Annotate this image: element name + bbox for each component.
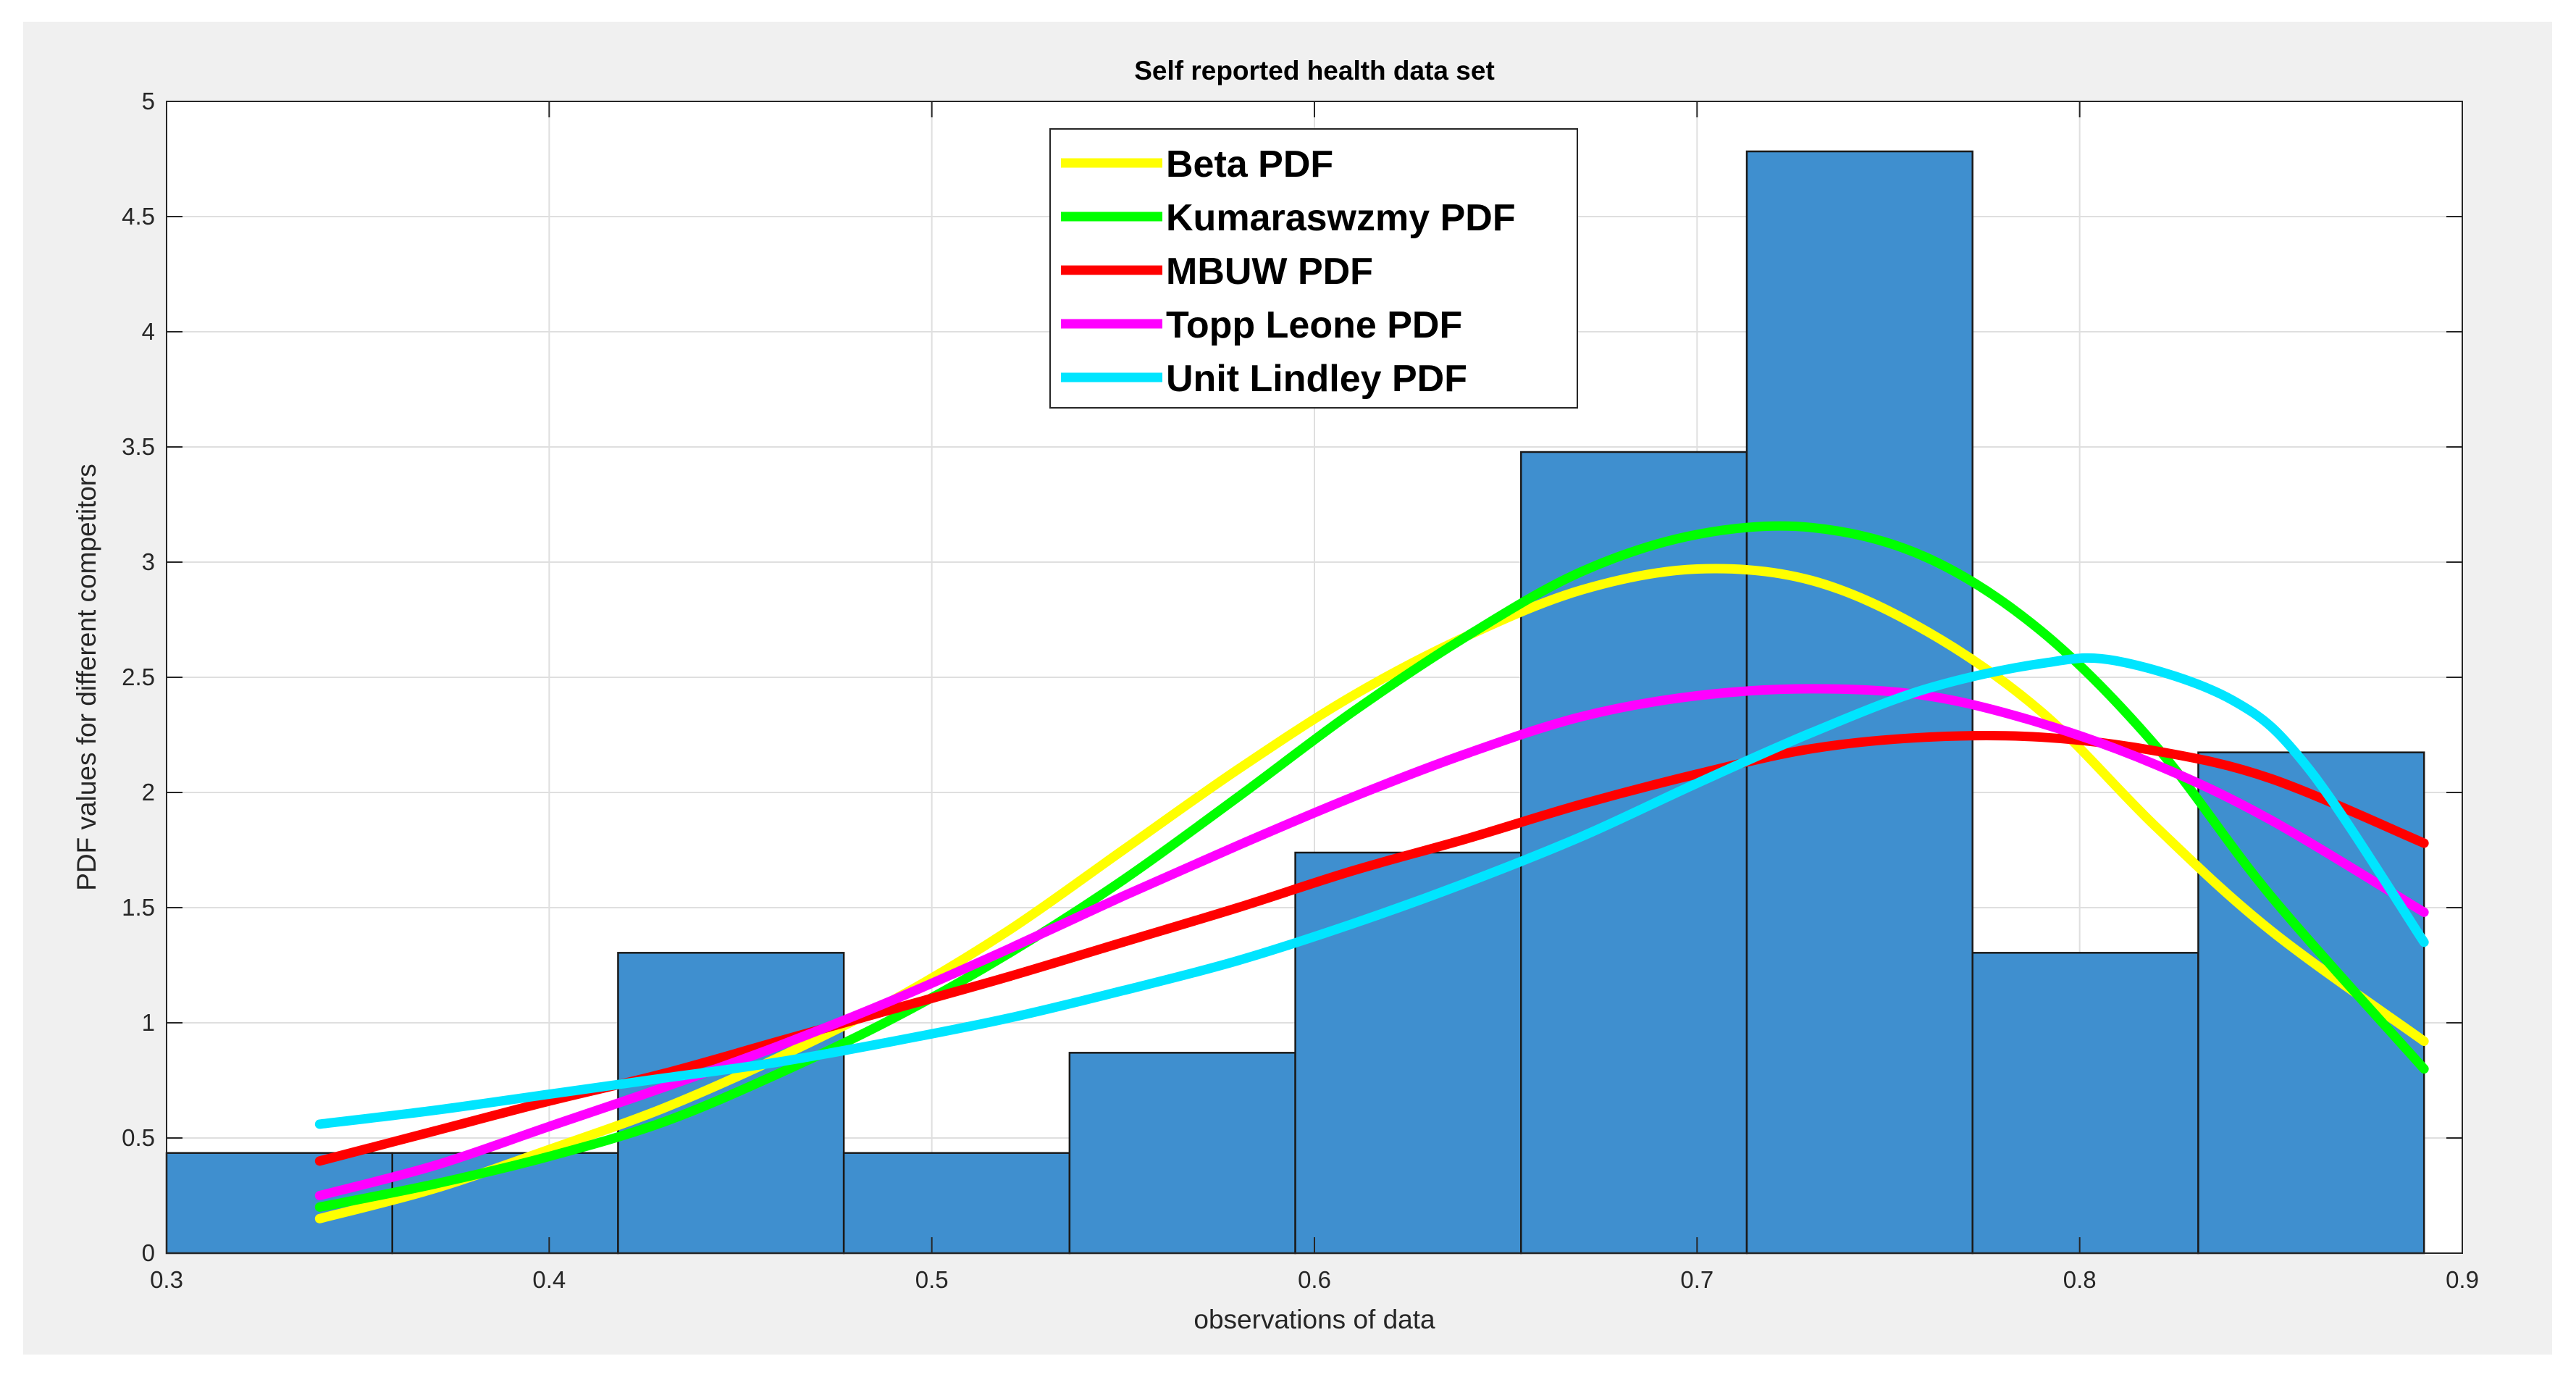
x-tick-label: 0.7	[1680, 1266, 1713, 1293]
y-tick-label: 3	[142, 548, 155, 575]
histogram-bars	[165, 150, 2425, 1255]
histogram-bar	[1971, 952, 2199, 1255]
pdf-line	[314, 653, 2429, 1129]
pdf-line	[314, 521, 2429, 1212]
legend-label: Kumaraswzmy PDF	[1166, 197, 1516, 239]
x-tick-label: 0.9	[2446, 1266, 2479, 1293]
histogram-bar	[842, 1152, 1071, 1255]
x-axis-label: observations of data	[1193, 1305, 1435, 1334]
chart-title: Self reported health data set	[1134, 56, 1495, 85]
histogram-bar	[1745, 150, 1973, 1255]
histogram-bar	[617, 952, 845, 1255]
y-tick-label: 1	[142, 1009, 155, 1036]
y-tick-label: 4.5	[122, 203, 155, 230]
y-tick-label: 0.5	[122, 1124, 155, 1151]
y-tick-label: 1.5	[122, 894, 155, 921]
y-tick-label: 2	[142, 779, 155, 806]
histogram-bar	[1068, 1052, 1296, 1255]
x-tick-label: 0.3	[150, 1266, 183, 1293]
legend-label: MBUW PDF	[1166, 251, 1373, 293]
pdf-lines	[314, 521, 2429, 1223]
y-tick-label: 3.5	[122, 433, 155, 460]
y-tick-label: 4	[142, 318, 155, 345]
y-axis-label: PDF values for different competitors	[72, 464, 101, 891]
x-tick-label: 0.8	[2063, 1266, 2097, 1293]
x-tick-label: 0.4	[532, 1266, 566, 1293]
histogram-bar	[1294, 851, 1522, 1255]
legend-label: Unit Lindley PDF	[1166, 358, 1467, 400]
axis-ticks: 0.3 0.4 0.5 0.6 0.7 0.8 0.9 0 0.5 1 1.5 2 2.5 3 3.5 4 4.…	[122, 88, 2479, 1293]
y-tick-label: 5	[142, 88, 155, 114]
legend-label: Topp Leone PDF	[1166, 304, 1462, 346]
pdf-line	[314, 684, 2429, 1200]
legend: Beta PDF Kumaraswzmy PDF MBUW PDF Topp Leon…	[1049, 128, 1578, 409]
x-tick-label: 0.5	[915, 1266, 949, 1293]
y-tick-label: 0	[142, 1239, 155, 1266]
x-tick-label: 0.6	[1298, 1266, 1331, 1293]
legend-label: Beta PDF	[1166, 143, 1333, 185]
y-tick-label: 2.5	[122, 664, 155, 690]
